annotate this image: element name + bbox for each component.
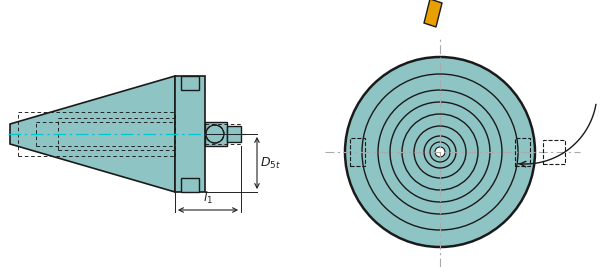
Circle shape	[430, 142, 450, 162]
Circle shape	[345, 57, 535, 247]
Circle shape	[206, 125, 224, 143]
Text: $D_{5t}$: $D_{5t}$	[260, 155, 281, 171]
Polygon shape	[205, 122, 227, 146]
Polygon shape	[424, 0, 442, 27]
Circle shape	[435, 147, 445, 157]
Text: $l_1$: $l_1$	[203, 190, 213, 206]
Polygon shape	[175, 76, 205, 192]
Polygon shape	[181, 178, 199, 192]
Polygon shape	[181, 76, 199, 90]
Polygon shape	[227, 126, 241, 142]
Polygon shape	[10, 76, 175, 192]
